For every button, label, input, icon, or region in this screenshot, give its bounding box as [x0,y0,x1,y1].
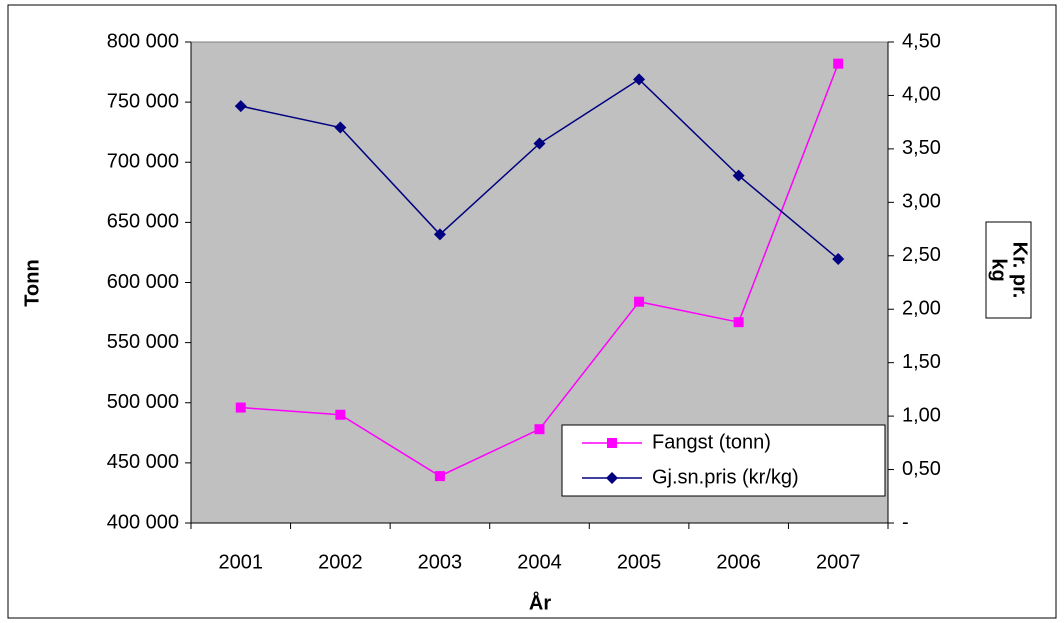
marker [234,100,247,113]
marker [534,424,545,435]
y-tick-label: 600 000 [107,271,179,293]
legend-marker [607,438,617,448]
y-tick-label: 500 000 [107,391,179,413]
y2-tick-label: 1,50 [902,351,941,373]
marker [832,252,845,265]
marker [235,402,246,413]
y2-axis-label: Kr. pr. [1009,242,1031,299]
y-tick-label: 800 000 [107,30,179,52]
x-tick-label: 2005 [617,551,662,573]
x-tick-label: 2003 [418,551,463,573]
y-tick-label: 550 000 [107,331,179,353]
x-tick-label: 2007 [816,551,861,573]
y2-tick-label: 3,00 [902,191,941,213]
marker [732,169,745,182]
x-axis-label: År [529,590,551,614]
y2-tick-label: 1,00 [902,404,941,426]
marker [733,317,744,328]
marker [335,409,346,420]
marker [334,121,347,134]
y2-axis-label: kg [988,258,1010,281]
legend-label: Fangst (tonn) [652,431,771,453]
y2-tick-label: 4,00 [902,84,941,106]
y-tick-label: 650 000 [107,211,179,233]
y2-tick-label: 2,50 [902,244,941,266]
x-tick-label: 2002 [318,551,363,573]
legend [561,424,886,497]
y2-tick-label: 0,50 [902,458,941,480]
marker [533,137,546,150]
legend-marker [606,472,618,484]
y2-tick-label: - [902,511,909,533]
y-tick-label: 700 000 [107,151,179,173]
y2-tick-label: 4,50 [902,30,941,52]
marker [633,73,646,86]
y2-tick-label: 3,50 [902,137,941,159]
y2-label-box [985,221,1032,319]
legend-label: Gj.sn.pris (kr/kg) [652,466,799,488]
x-tick-label: 2006 [716,551,761,573]
marker [434,471,445,482]
y-tick-label: 750 000 [107,90,179,112]
marker [433,228,446,241]
y-tick-label: 400 000 [107,511,179,533]
y-axis-label: Tonn [21,259,43,306]
marker [833,58,844,69]
y2-tick-label: 2,00 [902,298,941,320]
x-tick-label: 2004 [517,551,562,573]
y-tick-label: 450 000 [107,451,179,473]
x-tick-label: 2001 [219,551,264,573]
marker [634,296,645,307]
